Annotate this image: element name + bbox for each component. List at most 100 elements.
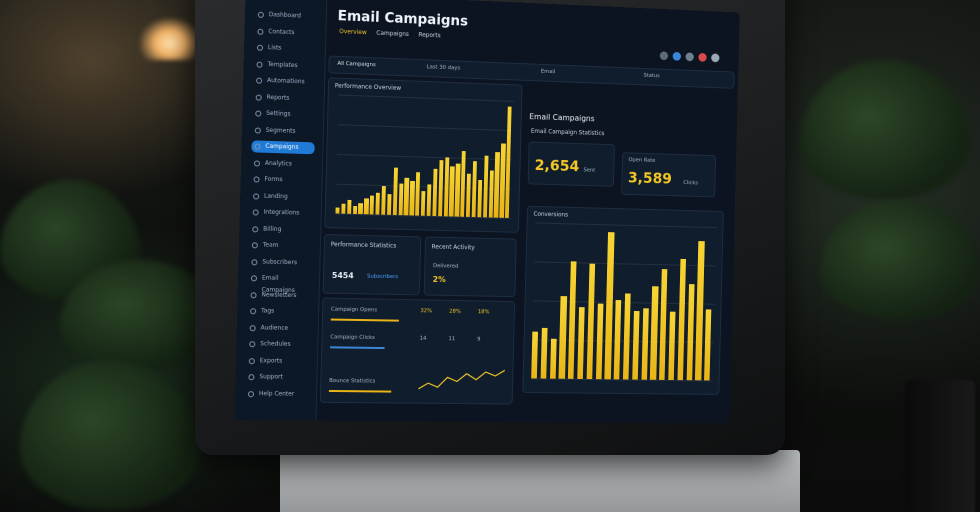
- performance-title: Performance Statistics: [331, 241, 397, 249]
- chart-bar: [472, 161, 477, 217]
- sidebar-item[interactable]: Integrations: [250, 206, 313, 220]
- chart-bar: [650, 287, 658, 380]
- filter-period[interactable]: Last 30 days: [427, 64, 461, 71]
- sidebar-item[interactable]: Reports: [253, 91, 316, 105]
- sidebar-item[interactable]: Automations: [253, 74, 316, 88]
- nav-icon: [253, 193, 259, 199]
- monitor-stand: [280, 450, 800, 512]
- sidebar-item[interactable]: Campaigns: [251, 140, 314, 154]
- progress-bar: [331, 319, 399, 322]
- help-icon[interactable]: [711, 53, 719, 62]
- alert-icon[interactable]: [698, 53, 706, 62]
- chart-bar: [353, 206, 357, 214]
- main-chart-title: Performance Overview: [335, 83, 401, 92]
- profile-icon[interactable]: [660, 51, 669, 60]
- row-value: 18%: [478, 309, 490, 315]
- activity-panel: Recent Activity Delivered 2%: [424, 236, 517, 297]
- sidebar-item-label: Campaigns: [265, 143, 298, 151]
- performance-value: 5454: [332, 271, 354, 280]
- nav-icon: [251, 275, 257, 281]
- chart-bar: [427, 185, 432, 216]
- chart-bar: [358, 203, 362, 214]
- sidebar-item[interactable]: Landing: [250, 190, 313, 204]
- sidebar-item[interactable]: Contacts: [254, 25, 317, 40]
- nav-icon: [257, 28, 263, 34]
- sidebar-item[interactable]: Audience: [247, 322, 311, 335]
- sidebar: Dashboard Contacts Lists Templates Automatio…: [234, 0, 327, 421]
- nav-icon: [249, 358, 255, 364]
- notification-icon[interactable]: [673, 52, 681, 61]
- sidebar-item[interactable]: Analytics: [251, 157, 314, 171]
- conversion-chart-panel: Conversions: [522, 206, 724, 395]
- sidebar-item-label: Lists: [268, 44, 282, 52]
- chart-bar: [605, 232, 615, 380]
- tab-campaigns[interactable]: Campaigns: [376, 30, 409, 38]
- chart-bar: [381, 186, 386, 214]
- row-label: Bounce Statistics: [329, 378, 375, 384]
- plant-leaf: [800, 60, 970, 200]
- nav-icon: [252, 226, 258, 232]
- nav-icon: [257, 45, 263, 51]
- kpi-subtitle: Email Campaign Statistics: [531, 128, 605, 137]
- sidebar-item-label: Reports: [267, 93, 290, 101]
- sidebar-item[interactable]: Email Campaigns: [248, 272, 311, 285]
- sidebar-item[interactable]: Team: [249, 239, 312, 252]
- kpi-card-clicks: Open Rate 3,589 Clicks: [621, 152, 716, 197]
- kpi-sent-label: Sent: [583, 167, 595, 173]
- page-title: Email Campaigns: [337, 8, 468, 29]
- nav-icon: [255, 111, 261, 117]
- sidebar-item[interactable]: Settings: [252, 107, 315, 121]
- sidebar-item-label: Newsletters: [261, 291, 296, 299]
- sidebar-item-label: Tags: [261, 307, 274, 314]
- filter-channel[interactable]: Email: [541, 69, 556, 75]
- row-label: Campaign Opens: [331, 307, 377, 314]
- sidebar-item-label: Billing: [263, 225, 281, 232]
- filter-status[interactable]: Status: [643, 73, 659, 79]
- chart-bar: [568, 262, 577, 379]
- sidebar-item[interactable]: Segments: [252, 124, 315, 138]
- sidebar-item-label: Contacts: [268, 28, 294, 36]
- sidebar-item[interactable]: Schedules: [246, 338, 310, 351]
- chart-bar: [559, 296, 567, 379]
- row-value: 32%: [420, 308, 432, 314]
- chart-bar: [483, 155, 489, 217]
- tab-reports[interactable]: Reports: [418, 31, 440, 39]
- sidebar-item[interactable]: Forms: [250, 173, 313, 187]
- chart-bar: [632, 311, 640, 379]
- gridline: [339, 95, 514, 102]
- pen-holder: [905, 380, 975, 512]
- gridline: [338, 124, 513, 131]
- nav-icon: [253, 209, 259, 215]
- chart-bar: [335, 207, 339, 213]
- sidebar-item[interactable]: Billing: [249, 223, 312, 236]
- chart-bar: [404, 178, 409, 216]
- kpi-sent-value: 2,654: [534, 156, 579, 175]
- conversion-chart-title: Conversions: [533, 211, 568, 219]
- conversion-bar-chart: [531, 223, 717, 389]
- chart-bar: [376, 193, 381, 215]
- chart-bar: [477, 180, 482, 217]
- nav-icon: [248, 374, 254, 380]
- sidebar-item[interactable]: Tags: [247, 305, 311, 318]
- sidebar-item[interactable]: Templates: [253, 58, 316, 72]
- chart-bar: [421, 191, 426, 216]
- chart-bar: [488, 171, 493, 218]
- activity-title: Recent Activity: [432, 243, 475, 251]
- sidebar-item-label: Support: [259, 373, 283, 380]
- sidebar-item[interactable]: Newsletters: [247, 289, 311, 302]
- sidebar-item[interactable]: Lists: [254, 42, 317, 56]
- sidebar-item[interactable]: Support: [245, 371, 309, 384]
- lamp-glow: [140, 18, 200, 60]
- nav-icon: [251, 292, 257, 298]
- sidebar-item[interactable]: Subscribers: [248, 256, 311, 269]
- filter-all[interactable]: All Campaigns: [337, 61, 376, 68]
- sidebar-item[interactable]: Dashboard: [255, 9, 318, 24]
- chart-bar: [623, 293, 631, 379]
- sidebar-item[interactable]: Exports: [246, 355, 310, 368]
- settings-icon[interactable]: [685, 52, 693, 61]
- sidebar-item-label: Segments: [266, 126, 296, 134]
- nav-icon: [255, 127, 261, 133]
- tab-overview[interactable]: Overview: [339, 28, 367, 36]
- kpi-open-label: Open Rate: [628, 157, 655, 164]
- sidebar-item[interactable]: Help Center: [245, 388, 309, 401]
